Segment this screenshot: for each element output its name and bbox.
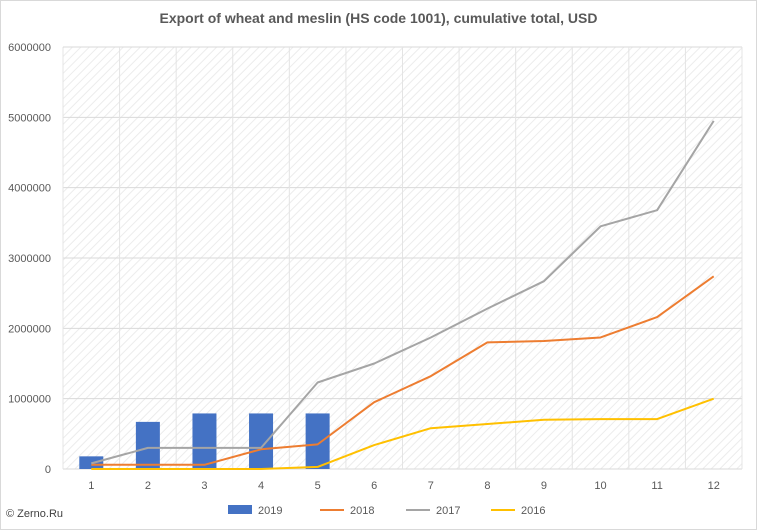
- bar-2019-2: [135, 421, 160, 469]
- x-tick-label: 8: [484, 480, 490, 492]
- bar-2019-3: [192, 413, 217, 469]
- x-tick-label: 5: [315, 480, 321, 492]
- x-tick-label: 2: [145, 480, 151, 492]
- x-tick-label: 9: [541, 480, 547, 492]
- x-tick-label: 7: [428, 480, 434, 492]
- bar-2019-5: [305, 413, 330, 469]
- legend-swatch-2019: [228, 505, 252, 514]
- chart-title: Export of wheat and meslin (HS code 1001…: [159, 10, 598, 26]
- y-tick-label: 5000000: [8, 112, 51, 124]
- x-tick-label: 11: [651, 480, 662, 492]
- legend-label-2018: 2018: [350, 505, 374, 517]
- x-tick-label: 3: [201, 480, 207, 492]
- line-series-2016: [91, 397, 715, 470]
- y-tick-label: 2000000: [8, 323, 51, 335]
- y-tick-label: 4000000: [8, 183, 51, 195]
- y-tick-label: 3000000: [8, 253, 51, 265]
- x-tick-label: 1: [88, 480, 94, 492]
- y-tick-label: 1000000: [8, 394, 51, 406]
- legend-label-2019: 2019: [258, 505, 282, 517]
- line-series-2018: [91, 275, 715, 466]
- x-tick-label: 6: [371, 480, 377, 492]
- legend-label-2017: 2017: [436, 505, 460, 517]
- x-tick-label: 10: [594, 480, 606, 492]
- bar-2019-4: [249, 413, 274, 469]
- y-tick-label: 6000000: [8, 42, 51, 54]
- y-tick-label: 0: [45, 464, 51, 476]
- source-credit: © Zerno.Ru: [6, 508, 64, 520]
- x-tick-label: 12: [708, 480, 720, 492]
- x-tick-label: 4: [258, 480, 264, 492]
- legend-label-2016: 2016: [521, 505, 545, 517]
- line-series-2017: [91, 120, 715, 465]
